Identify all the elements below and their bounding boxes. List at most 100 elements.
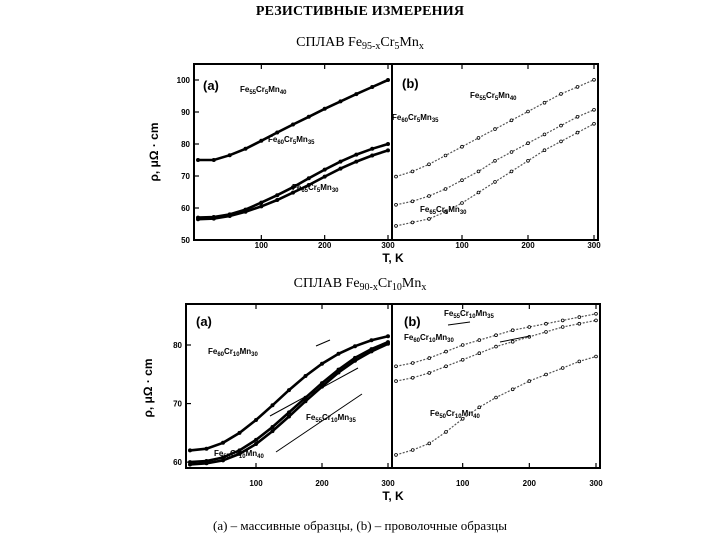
data-point	[237, 451, 242, 456]
data-point	[354, 152, 359, 157]
data-point	[560, 318, 565, 323]
data-point	[477, 405, 482, 410]
data-point	[270, 429, 275, 434]
data-point	[410, 220, 415, 225]
data-point	[354, 92, 359, 97]
data-point	[338, 166, 343, 171]
data-point	[394, 203, 398, 207]
y-tick-label: 90	[181, 108, 190, 117]
data-point	[385, 78, 390, 83]
data-point	[385, 141, 390, 146]
data-point	[394, 379, 398, 383]
x-tick-label: 300	[381, 241, 395, 250]
data-point	[460, 201, 464, 205]
panel-tag: (b)	[404, 314, 421, 329]
y-axis-label: ρ, μΩ · cm	[147, 122, 161, 181]
data-point	[477, 338, 482, 342]
data-point	[460, 343, 465, 347]
label-pointer	[275, 393, 363, 453]
data-point	[509, 150, 514, 154]
data-point	[542, 132, 547, 137]
x-axis-label: T, K	[382, 489, 404, 503]
data-point	[306, 182, 311, 187]
curve-label: Fe60Cr10Mn30	[404, 333, 455, 344]
data-point	[336, 370, 341, 375]
data-point	[544, 372, 548, 377]
data-point	[394, 174, 398, 179]
data-point	[577, 315, 582, 319]
curve-label: Fe55Cr5Mn40	[470, 91, 517, 102]
y-tick-label: 60	[173, 458, 182, 467]
data-point	[477, 351, 482, 356]
data-point	[443, 153, 448, 158]
label-pointer	[269, 367, 359, 417]
data-point	[270, 424, 275, 429]
alloy-heading-cr5: СПЛАВ Fe95-xCr5Mnx	[296, 35, 424, 52]
data-point	[290, 185, 295, 190]
y-tick-label: 70	[181, 172, 190, 181]
data-point	[370, 153, 375, 158]
data-point	[306, 114, 311, 119]
panel-tag: (b)	[402, 76, 419, 91]
x-tick-label: 100	[455, 241, 469, 250]
x-tick-label: 200	[315, 479, 329, 488]
y-axis-label: ρ, μΩ · cm	[141, 358, 155, 417]
data-point	[494, 333, 498, 338]
data-point	[385, 341, 390, 346]
y-tick-label: 80	[173, 341, 182, 350]
data-point	[237, 430, 242, 435]
data-point	[369, 338, 374, 343]
data-point	[270, 403, 275, 408]
x-tick-label: 100	[456, 479, 470, 488]
data-point	[352, 358, 357, 363]
data-point	[592, 122, 596, 126]
data-point	[494, 395, 498, 400]
data-point	[275, 130, 280, 135]
data-point	[286, 414, 291, 419]
data-point	[322, 174, 327, 179]
data-point	[544, 321, 548, 326]
data-point	[410, 199, 415, 204]
data-point	[259, 200, 264, 205]
data-point	[322, 167, 327, 172]
x-axis-label: T, K	[382, 251, 404, 265]
x-tick-label: 200	[521, 241, 535, 250]
data-point	[427, 441, 432, 446]
series-line-3	[189, 342, 389, 466]
data-point	[577, 321, 582, 326]
y-tick-label: 50	[181, 236, 190, 245]
data-point	[385, 334, 390, 339]
data-point	[253, 417, 258, 422]
data-point	[427, 371, 432, 375]
panel-a: 100 200 300 60 70 80 (a) Fe60Cr10Mn30 Fe55Cr10Mn…	[173, 304, 395, 488]
curve-label: Fe55Cr5Mn40	[240, 85, 287, 96]
label-pointer	[315, 339, 331, 347]
data-point	[220, 440, 225, 445]
data-point	[594, 354, 598, 359]
data-point	[227, 153, 232, 158]
series-line-1	[198, 78, 389, 162]
data-point	[211, 157, 216, 162]
curve-label: Fe55Cr10Mn35	[444, 309, 495, 320]
data-point	[306, 176, 311, 181]
y-tick-label: 70	[173, 400, 182, 409]
data-point	[319, 361, 324, 366]
data-point	[394, 364, 398, 369]
data-point	[526, 109, 530, 114]
data-point	[410, 361, 415, 365]
data-point	[460, 178, 464, 183]
data-point	[195, 217, 200, 222]
data-point	[385, 148, 390, 153]
data-point	[493, 180, 497, 184]
data-point	[510, 387, 515, 392]
data-point	[542, 148, 547, 153]
data-point	[575, 115, 580, 119]
data-point	[303, 373, 308, 378]
data-point	[559, 123, 563, 128]
data-point	[577, 359, 582, 364]
data-point	[544, 330, 548, 334]
data-point	[460, 357, 465, 362]
curve-label: Fe65Cr5Mn30	[420, 205, 467, 216]
data-point	[592, 108, 596, 112]
data-point	[211, 216, 216, 221]
